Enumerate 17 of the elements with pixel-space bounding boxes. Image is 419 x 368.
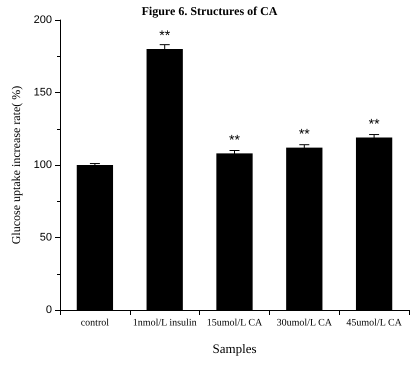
y-tick-label: 100 xyxy=(34,159,52,171)
y-tick-label: 150 xyxy=(34,86,52,98)
x-tick-label: 30umol/L CA xyxy=(276,318,333,328)
x-tick-label: 15umol/L CA xyxy=(206,318,264,328)
y-axis-title: Glucose uptake increase rate( %) xyxy=(9,86,23,244)
x-tick-label: control xyxy=(80,318,110,328)
y-tick-label: 200 xyxy=(34,14,52,26)
y-tick-label: 0 xyxy=(46,304,52,316)
y-tick-label: 50 xyxy=(40,232,52,244)
x-tick-label: 45umol/L CA xyxy=(346,318,403,328)
data-label: ** xyxy=(159,27,171,43)
x-tick-label: 1nmol/L insulin xyxy=(132,318,197,328)
chart-title: Figure 6. Structures of CA xyxy=(142,4,278,18)
data-label: ** xyxy=(229,131,240,148)
x-axis-title: Samples xyxy=(212,341,257,356)
data-label: ** xyxy=(368,115,380,132)
data-label: ** xyxy=(298,126,310,142)
